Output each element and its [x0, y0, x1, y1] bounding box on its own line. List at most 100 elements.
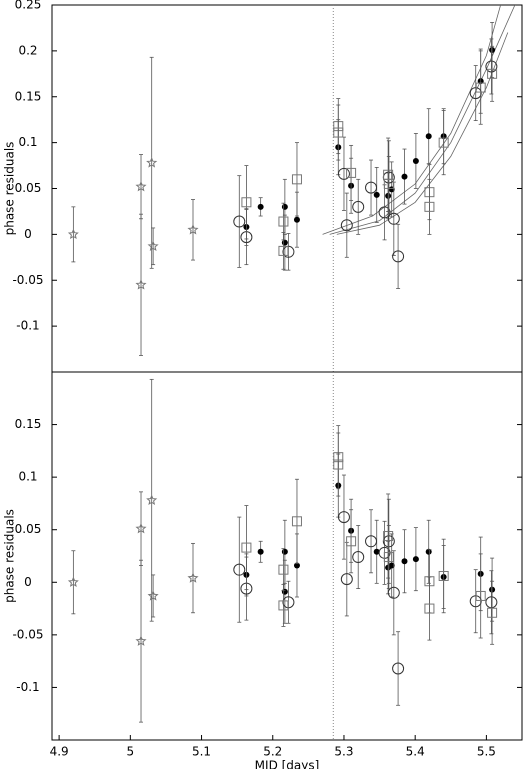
y-tick-label: -0.1 — [16, 319, 39, 333]
y-tick-label: 0 — [24, 575, 32, 589]
point — [293, 216, 300, 223]
plot-frame — [51, 4, 523, 373]
point — [346, 536, 357, 547]
point — [67, 576, 79, 587]
point — [187, 224, 199, 235]
point — [340, 573, 353, 586]
point — [135, 180, 147, 192]
point — [373, 548, 380, 555]
model-curve — [329, 5, 516, 235]
y-tick-label: -0.05 — [12, 273, 43, 287]
y-tick-label: 0.15 — [15, 417, 42, 431]
point — [293, 562, 300, 569]
point — [392, 662, 405, 675]
point — [383, 178, 394, 189]
point — [412, 157, 419, 164]
point — [135, 522, 147, 534]
plot-frame — [51, 371, 523, 741]
point — [438, 137, 449, 148]
point — [281, 548, 288, 555]
point — [352, 200, 365, 213]
point — [281, 239, 288, 246]
y-tick-label: 0 — [24, 227, 32, 241]
point — [340, 219, 353, 232]
y-axis-label: phase residuals — [3, 509, 17, 603]
point — [291, 174, 302, 185]
x-axis-label: MJD [days] — [255, 759, 320, 769]
x-tick-label: 5.2 — [263, 745, 282, 759]
point — [487, 607, 498, 618]
y-tick-label: 0.05 — [15, 522, 42, 536]
point — [392, 250, 405, 263]
point — [333, 459, 344, 470]
x-tick-label: 5 — [127, 745, 135, 759]
point — [424, 201, 435, 212]
y-tick-label: 0.1 — [18, 135, 37, 149]
y-tick-label: -0.1 — [16, 680, 39, 694]
point — [146, 156, 158, 168]
point — [135, 635, 147, 646]
point — [401, 558, 408, 565]
point — [278, 216, 289, 227]
y-tick-label: 0.05 — [15, 181, 42, 195]
point — [383, 552, 394, 563]
point — [233, 563, 246, 576]
point — [281, 588, 288, 595]
point — [475, 590, 486, 601]
point — [337, 511, 350, 524]
point — [365, 535, 378, 548]
x-tick-label: 5.3 — [334, 745, 353, 759]
point — [373, 191, 380, 198]
x-tick-label: 5.1 — [192, 745, 211, 759]
point — [278, 245, 289, 256]
point — [278, 564, 289, 575]
point — [257, 548, 264, 555]
point — [387, 212, 400, 225]
point — [388, 562, 395, 569]
point — [425, 548, 432, 555]
y-axis-label: phase residuals — [3, 142, 17, 236]
point — [135, 278, 147, 290]
point — [233, 215, 246, 228]
point — [387, 586, 400, 599]
point — [487, 68, 498, 79]
point — [346, 167, 357, 178]
point — [401, 173, 408, 180]
point — [257, 203, 264, 210]
point — [365, 181, 378, 194]
point — [147, 240, 159, 251]
point — [485, 596, 498, 609]
point — [67, 228, 79, 240]
point — [281, 203, 288, 210]
y-tick-label: 0.15 — [15, 89, 42, 103]
point — [187, 572, 199, 583]
point — [412, 556, 419, 563]
point — [424, 603, 435, 614]
point — [475, 82, 486, 93]
point — [146, 494, 158, 505]
point — [383, 531, 394, 542]
point — [485, 60, 498, 73]
x-tick-label: 5.5 — [477, 745, 496, 759]
y-tick-label: 0.1 — [18, 470, 37, 484]
point — [147, 590, 159, 601]
y-tick-label: -0.05 — [12, 627, 43, 641]
point — [378, 206, 391, 219]
point — [241, 542, 252, 553]
x-tick-label: 4.9 — [50, 745, 69, 759]
plot-area — [67, 372, 498, 740]
x-tick-label: 5.4 — [406, 745, 425, 759]
point — [241, 197, 252, 208]
point — [291, 516, 302, 527]
point — [352, 551, 365, 564]
point — [278, 600, 289, 611]
y-tick-label: 0.25 — [15, 0, 42, 12]
point — [333, 127, 344, 138]
point — [425, 133, 432, 140]
point — [337, 167, 350, 180]
plot-area — [67, 5, 516, 372]
y-tick-label: 0.2 — [18, 43, 37, 57]
point — [438, 570, 449, 581]
model-curve — [322, 5, 501, 235]
